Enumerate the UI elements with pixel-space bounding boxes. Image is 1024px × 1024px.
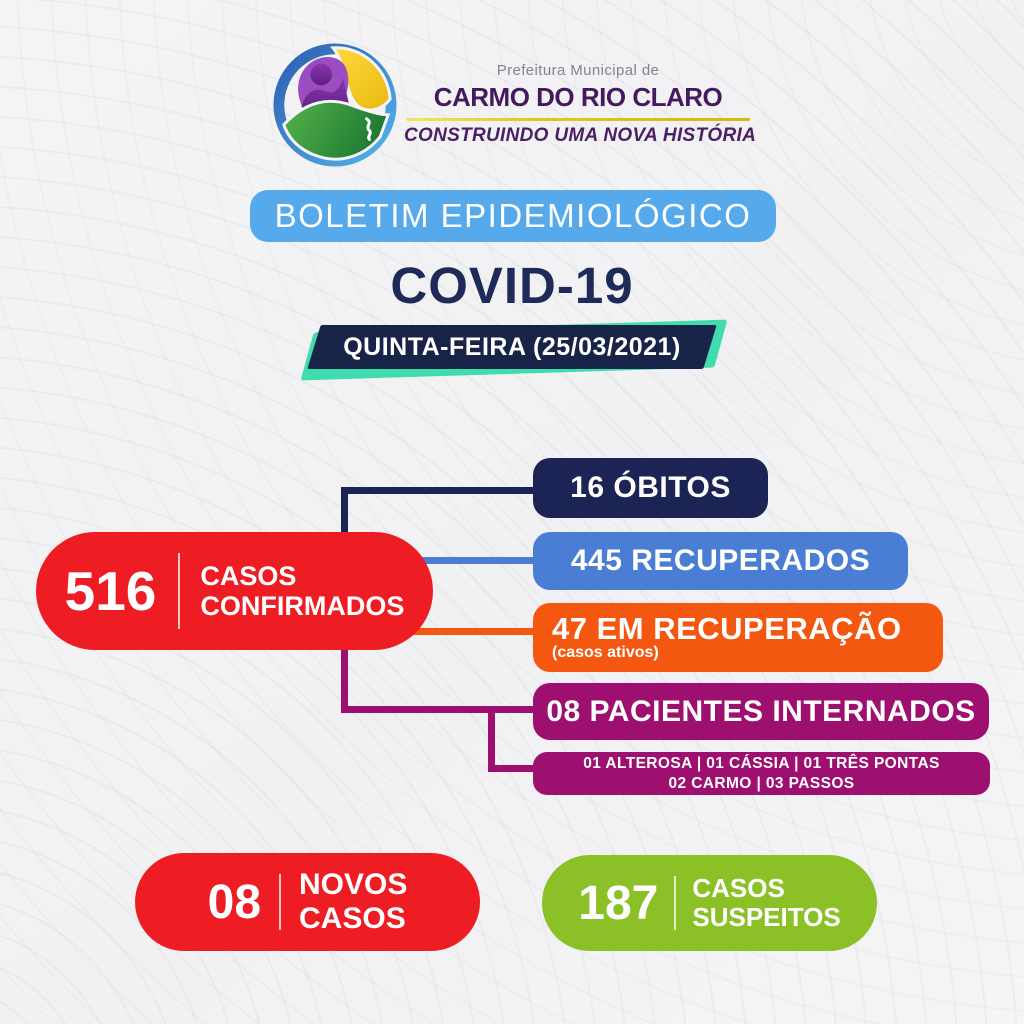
- logo-green-hill: [282, 99, 391, 161]
- suspected-count: 187: [578, 876, 659, 930]
- city-logo: [273, 43, 397, 167]
- pill-divider: [674, 876, 677, 930]
- suspected-cases-pill: 187 CASOS SUSPEITOS: [542, 855, 877, 951]
- recovering-subtext: (casos ativos): [552, 644, 659, 662]
- deaths-box: 16 ÓBITOS: [533, 458, 768, 518]
- connector-hospitalized-horizontal: [341, 706, 533, 713]
- suspected-label: CASOS SUSPEITOS: [692, 872, 841, 932]
- org-name: CARMO DO RIO CLARO: [433, 82, 723, 112]
- pill-divider: [178, 553, 181, 629]
- hospitalized-detail-line2: 02 CARMO | 03 PASSOS: [668, 774, 855, 792]
- hospitalized-detail-line1: 01 ALTEROSA | 01 CÁSSIA | 01 TRÊS PONTAS: [583, 755, 940, 773]
- new-cases-pill: 08 NOVOS CASOS: [135, 853, 480, 951]
- org-prefix: Prefeitura Municipal de: [496, 62, 660, 79]
- pill-divider: [279, 874, 282, 930]
- confirmed-count: 516: [64, 560, 157, 622]
- covid-title: COVID-19: [390, 257, 634, 314]
- confirmed-label: CASOS CONFIRMADOS: [200, 560, 405, 621]
- new-cases-count: 08: [207, 875, 262, 929]
- confirmed-cases-pill: 516 CASOS CONFIRMADOS: [36, 532, 433, 650]
- recovering-box: 47 EM RECUPERAÇÃO (casos ativos): [533, 603, 943, 672]
- gold-divider-rule: [406, 118, 750, 121]
- new-cases-label: NOVOS CASOS: [299, 868, 408, 935]
- date-banner: QUINTA-FEIRA (25/03/2021): [300, 319, 728, 381]
- connector-hospital-detail-horizontal: [488, 765, 536, 772]
- connector-deaths-horizontal: [341, 487, 533, 494]
- bulletin-banner: BOLETIM EPIDEMIOLÓGICO: [250, 190, 776, 242]
- logo-person-head: [310, 63, 333, 86]
- connector-hospitalized-vertical: [341, 642, 348, 713]
- recovering-text: 47 EM RECUPERAÇÃO: [552, 611, 902, 647]
- connector-recovering: [412, 628, 533, 635]
- date-text: QUINTA-FEIRA (25/03/2021): [343, 332, 681, 361]
- hospitalized-box: 08 PACIENTES INTERNADOS: [533, 683, 989, 740]
- logo-river-squiggle: [365, 117, 372, 141]
- recovered-box: 445 RECUPERADOS: [533, 532, 908, 590]
- connector-recovered: [412, 557, 533, 564]
- org-tagline: CONSTRUINDO UMA NOVA HISTÓRIA: [404, 125, 757, 146]
- header-org-block: Prefeitura Municipal de CARMO DO RIO CLA…: [404, 62, 757, 147]
- connector-hospital-detail-vertical: [488, 706, 495, 772]
- hospitalized-detail-box: 01 ALTEROSA | 01 CÁSSIA | 01 TRÊS PONTAS…: [533, 752, 990, 795]
- connector-deaths-vertical: [341, 487, 348, 537]
